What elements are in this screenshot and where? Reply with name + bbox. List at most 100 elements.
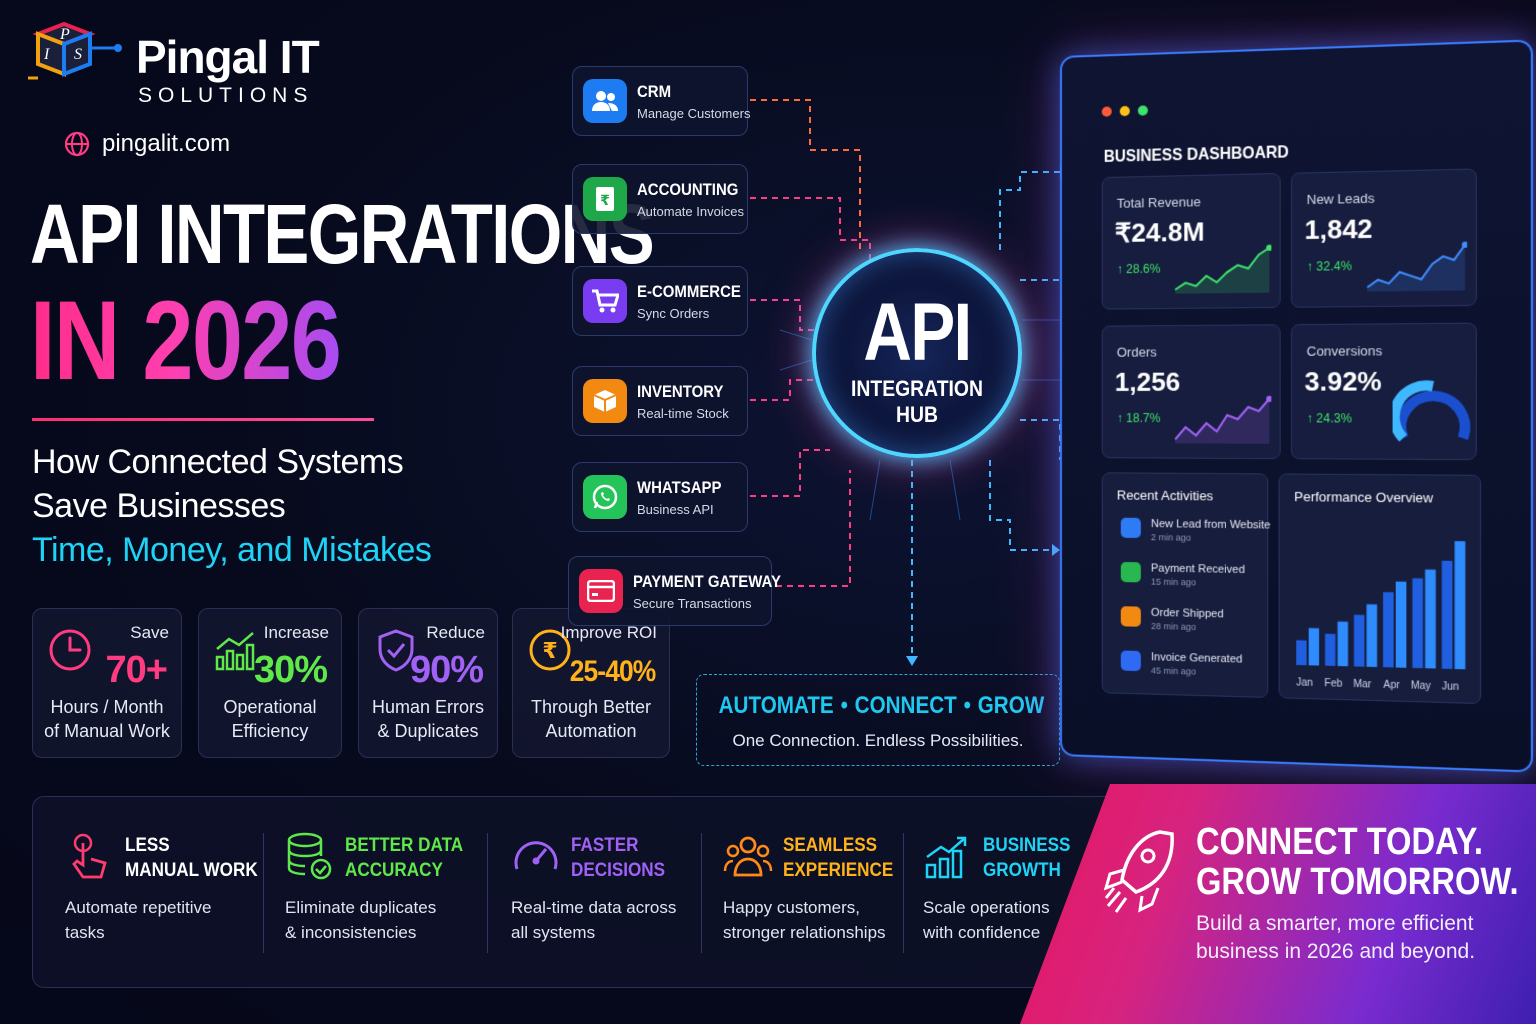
kpi-change: ↑ 28.6% (1116, 261, 1161, 277)
app-card-payment[interactable]: PAYMENT GATEWAY Secure Transactions (568, 556, 781, 626)
performance-bar (1324, 633, 1336, 666)
kpi-total-revenue[interactable]: Total Revenue ₹24.8M ↑ 28.6% (1101, 172, 1281, 310)
sparkline-area (1175, 247, 1270, 294)
subtitle-line2: Save Businesses (32, 487, 286, 525)
app-subtitle: Sync Orders (637, 305, 710, 321)
people-icon (723, 836, 773, 877)
app-title: WHATSAPP (637, 477, 722, 497)
benefit-desc: Eliminate duplicates & inconsistencies (285, 895, 495, 945)
headline-line1: API INTEGRATIONS (30, 187, 655, 281)
cta-banner[interactable]: CONNECT TODAY. GROW TOMORROW. Build a sma… (1020, 784, 1536, 1024)
maximize-dot[interactable] (1137, 105, 1148, 116)
slogan-separator: • (963, 692, 971, 719)
activity-text: New Lead from Website (1150, 518, 1271, 532)
benefit-title-line1: SEAMLESS (783, 835, 878, 856)
app-subtitle: Business API (637, 501, 714, 517)
benefit-title-line2: MANUAL WORK (125, 860, 258, 881)
kpi-new-leads[interactable]: New Leads 1,842 ↑ 32.4% (1291, 168, 1477, 308)
business-dashboard: BUSINESS DASHBOARD Total Revenue ₹24.8M … (1060, 39, 1534, 773)
activity-time: 45 min ago (1150, 665, 1197, 677)
benefit-desc: Happy customers, stronger relationships (723, 895, 933, 945)
headline-line2: IN 2026 (30, 278, 342, 403)
benefit-desc-line2: & inconsistencies (285, 923, 417, 942)
benefit-title-line1: BUSINESS (983, 835, 1071, 856)
slogan-word-grow: GROW (977, 692, 1045, 719)
app-card-inventory[interactable]: INVENTORY Real-time Stock (572, 366, 748, 436)
activity-text: Payment Received (1150, 562, 1245, 577)
app-title: ACCOUNTING (637, 179, 739, 199)
clock-icon (49, 629, 91, 671)
benefits-panel: LESS MANUAL WORK Automate repetitive tasks… (32, 796, 1132, 988)
database-check-icon (287, 832, 332, 880)
app-card-crm[interactable]: CRM Manage Customers (572, 66, 750, 136)
logo-letter-s: S (74, 46, 82, 63)
kpi-label: New Leads (1306, 190, 1375, 208)
performance-month-label: Jun (1442, 681, 1459, 693)
close-dot[interactable] (1101, 106, 1112, 117)
stat-desc: Operational Efficiency (199, 695, 341, 743)
stat-label: Increase (263, 623, 329, 642)
recent-activities-panel: Recent Activities New Lead from Website 2… (1101, 472, 1271, 698)
activity-item[interactable]: Payment Received 15 min ago (1120, 561, 1245, 588)
app-card-whatsapp[interactable]: WHATSAPP Business API (572, 462, 748, 532)
activity-item[interactable]: Invoice Generated 45 min ago (1120, 650, 1242, 677)
stat-label: Reduce (426, 623, 485, 642)
benefit-desc-line1: Automate repetitive (65, 898, 212, 917)
benefit-desc-line2: with confidence (923, 923, 1041, 942)
kpi-change: ↑ 32.4% (1306, 258, 1352, 274)
performance-bar (1366, 604, 1378, 668)
stat-value: 25-40% (569, 655, 656, 688)
benefit-desc: Scale operations with confidence (923, 895, 1133, 945)
automate-tagline: One Connection. Endless Possibilities. (732, 731, 1024, 750)
performance-bar (1441, 560, 1453, 669)
kpi-change: ↑ 18.7% (1116, 411, 1161, 426)
performance-month-label: Mar (1353, 679, 1372, 691)
activity-item[interactable]: Order Shipped 28 min ago (1120, 606, 1224, 633)
performance-bar (1296, 640, 1307, 666)
stat-desc: Human Errors & Duplicates (359, 695, 497, 743)
activity-time: 28 min ago (1150, 620, 1197, 633)
divider (701, 833, 702, 953)
stat-desc-line1: Hours / Month (50, 697, 164, 717)
benefit-title-line2: GROWTH (983, 860, 1061, 881)
kpi-label: Orders (1116, 344, 1157, 360)
api-integration-hub: API INTEGRATION HUB (812, 248, 1022, 458)
cta-title-line1: CONNECT TODAY. (1196, 821, 1483, 863)
benefit-title: FASTER DECISIONS (571, 833, 665, 883)
whatsapp-icon (583, 475, 627, 519)
app-title: E-COMMERCE (637, 281, 741, 301)
performance-bar (1412, 578, 1423, 669)
divider (487, 833, 488, 953)
growth-chart-icon (215, 632, 255, 671)
benefit-desc: Automate repetitive tasks (65, 895, 275, 945)
kpi-value: 3.92% (1304, 365, 1382, 397)
benefit-desc-line2: all systems (511, 923, 596, 942)
website-link[interactable]: pingalit.com (64, 130, 230, 158)
app-card-accounting[interactable]: ₹ ACCOUNTING Automate Invoices (572, 164, 748, 234)
slogan-word-connect: CONNECT (854, 692, 957, 719)
box-icon (583, 379, 627, 423)
performance-bar (1395, 581, 1407, 668)
minimize-dot[interactable] (1119, 105, 1130, 117)
card-icon (579, 569, 623, 613)
subtitle-line1: How Connected Systems (32, 443, 404, 481)
benefit-desc-line1: Happy customers, (723, 898, 860, 917)
app-title: CRM (637, 81, 672, 101)
globe-icon (64, 131, 90, 157)
automate-slogan: AUTOMATE • CONNECT • GROW (719, 691, 1045, 721)
performance-bar (1425, 569, 1436, 669)
kpi-orders[interactable]: Orders 1,256 ↑ 18.7% (1101, 324, 1281, 460)
cart-icon (583, 279, 627, 323)
benefit-desc-line2: stronger relationships (723, 923, 886, 942)
speedometer-icon (514, 841, 558, 870)
activity-item[interactable]: New Lead from Website 2 min ago (1120, 517, 1271, 544)
window-controls (1101, 105, 1148, 117)
headline-subtitle: How Connected Systems Save Businesses Ti… (32, 440, 512, 572)
benefit-title-line2: ACCURACY (345, 860, 443, 881)
app-title: PAYMENT GATEWAY (633, 571, 781, 591)
conversion-gauge (1393, 376, 1474, 455)
app-card-ecommerce[interactable]: E-COMMERCE Sync Orders (572, 266, 748, 336)
kpi-conversions[interactable]: Conversions 3.92% ↑ 24.3% (1291, 322, 1477, 461)
activity-time: 2 min ago (1150, 532, 1191, 543)
automate-connect-grow-box: AUTOMATE • CONNECT • GROW One Connection… (696, 674, 1060, 766)
